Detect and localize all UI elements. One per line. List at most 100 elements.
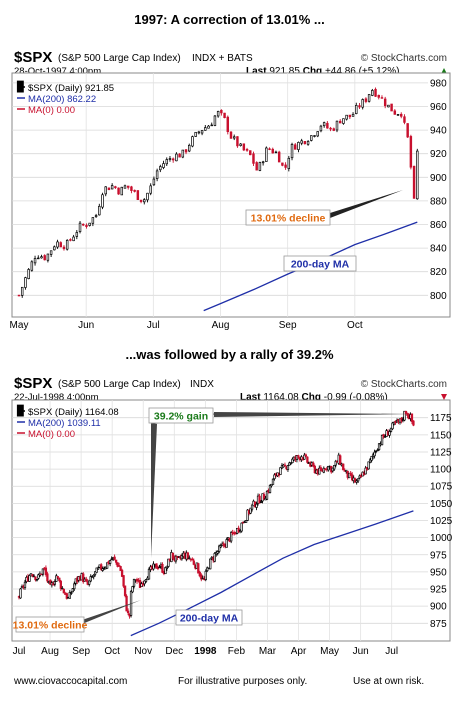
candle-body	[410, 413, 414, 422]
x-tick-label: Sep	[279, 320, 297, 331]
candle-body	[348, 114, 352, 118]
annotation-decline: 13.01% decline	[13, 620, 88, 632]
candle-body	[373, 451, 376, 457]
y-tick-label: 980	[430, 78, 447, 89]
last-change-line: Last 921.85 Chg +44.86 (+5.12%)	[246, 66, 399, 77]
candle-body	[130, 186, 133, 191]
candle-body	[216, 551, 219, 554]
candle-body	[139, 199, 143, 202]
candle-body	[117, 187, 120, 195]
candle-body	[268, 148, 271, 150]
candle-body	[162, 163, 165, 168]
candle-body	[294, 144, 297, 150]
candle-body	[240, 522, 243, 532]
candle-body	[396, 114, 400, 116]
candle-body	[357, 478, 360, 482]
candle-body	[197, 563, 200, 574]
annotation-gain: 39.2% gain	[154, 411, 208, 423]
watermark: © StockCharts.com	[361, 379, 447, 390]
candle-body	[406, 123, 409, 138]
x-tick-label: May	[320, 646, 339, 657]
candle-body	[95, 567, 98, 573]
x-tick-label: 1998	[194, 646, 217, 657]
candle-body	[65, 239, 69, 250]
candle-body	[236, 136, 239, 147]
plot-frame	[11, 72, 451, 318]
candle-body	[71, 588, 74, 593]
candle-body	[342, 118, 345, 124]
candle-body	[303, 454, 306, 460]
candle-body	[155, 563, 158, 569]
legend-entry: $SPX (Daily) 921.85	[28, 83, 114, 94]
x-tick-label: Aug	[41, 646, 59, 657]
candle-body	[120, 569, 124, 577]
candle-body	[108, 560, 112, 564]
legend-entry: $SPX (Daily) 1164.08	[28, 407, 119, 418]
candle-body	[175, 153, 178, 162]
candle-body	[389, 427, 393, 432]
candle-body	[392, 421, 396, 425]
candle-body	[180, 555, 184, 560]
candle-body	[319, 467, 322, 471]
candle-body	[313, 135, 316, 137]
exchange-label: INDX + BATS	[192, 53, 253, 64]
candle-body	[91, 217, 95, 224]
candle-body	[85, 224, 88, 227]
candle-body	[136, 190, 140, 200]
candle-body	[244, 520, 248, 523]
candle-body	[46, 573, 49, 582]
candle-body	[383, 436, 387, 438]
candle-body	[342, 463, 345, 471]
candle-body	[204, 570, 207, 580]
candle-body	[20, 286, 24, 296]
candle-body	[255, 503, 258, 508]
candle-body	[125, 595, 128, 612]
candle-body	[322, 467, 325, 473]
candle-body	[37, 257, 40, 260]
candle-body	[270, 483, 273, 487]
legend-entry: MA(0) 0.00	[28, 105, 75, 116]
y-tick-label: 875	[430, 619, 447, 630]
candle-body	[383, 98, 387, 107]
candle-body	[41, 568, 45, 575]
x-tick-label: Oct	[104, 646, 120, 657]
candle-body	[326, 122, 329, 129]
candle-body	[88, 580, 91, 585]
candle-body	[225, 539, 228, 548]
y-tick-label: 800	[430, 291, 447, 302]
candle-body	[132, 578, 136, 587]
candle-body	[164, 567, 167, 575]
candle-body	[286, 465, 290, 470]
y-tick-label: 1000	[430, 533, 453, 544]
candle-body	[249, 150, 252, 156]
annotation-decline-box	[245, 209, 331, 226]
candle-body	[55, 575, 58, 582]
candle-body	[358, 105, 361, 108]
candle-body	[349, 472, 352, 476]
candle-body	[101, 568, 104, 571]
candle-body	[358, 475, 361, 479]
candle-body	[131, 586, 134, 593]
candle-body	[70, 592, 73, 594]
candle-body	[226, 116, 230, 133]
candle-body	[380, 97, 384, 99]
candle-body	[412, 165, 416, 199]
candle-body	[101, 194, 104, 208]
candle-body	[364, 467, 367, 475]
candle-body	[331, 467, 334, 472]
candle-body	[316, 131, 319, 137]
candle-body	[249, 507, 252, 514]
candle-body	[31, 574, 34, 577]
candle-body	[377, 94, 380, 98]
annotation-ma: 200-day MA	[291, 259, 350, 271]
x-tick-label: May	[10, 320, 29, 331]
candle-body	[59, 580, 62, 589]
candle-body	[250, 504, 254, 510]
candle-body	[119, 566, 122, 571]
candle-body	[333, 465, 336, 470]
exchange-label: INDX	[190, 379, 214, 390]
candle-body	[310, 135, 313, 141]
gain-pointer-a	[214, 412, 413, 417]
candle-body	[391, 422, 394, 430]
candle-body	[27, 269, 30, 279]
